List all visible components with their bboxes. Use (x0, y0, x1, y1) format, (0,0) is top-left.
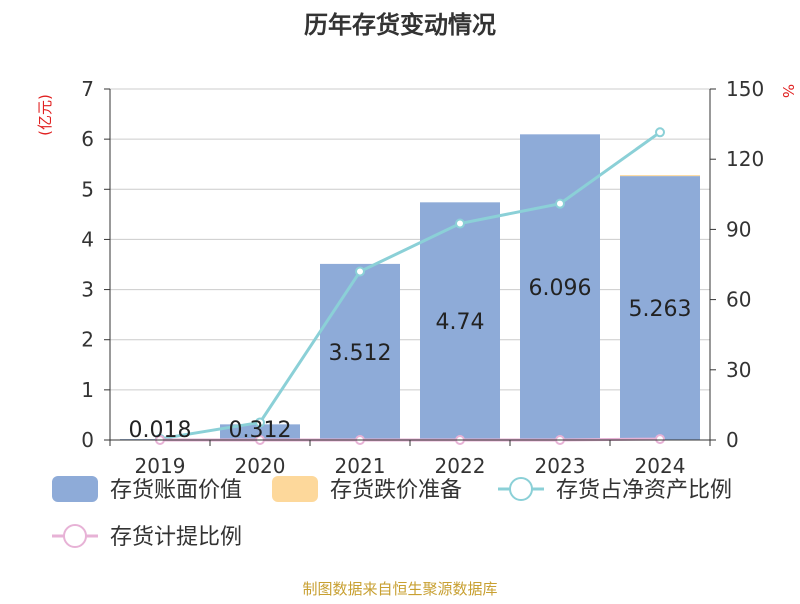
right-axis-tick-label: 0 (726, 428, 739, 452)
legend-provision-ratio-label: 存货计提比例 (110, 525, 242, 550)
bar-data-label: 5.263 (629, 297, 692, 322)
right-axis-tick-label: 120 (726, 147, 764, 171)
left-axis-tick-label: 6 (81, 127, 94, 151)
bar-book-value (220, 424, 300, 440)
x-axis-tick-label: 2020 (235, 454, 286, 478)
x-axis-tick-label: 2021 (335, 454, 386, 478)
bar-data-label: 3.512 (329, 341, 392, 366)
left-axis-tick-label: 2 (81, 328, 94, 352)
bar-book-value (320, 263, 400, 440)
right-axis-tick-label: 90 (726, 217, 751, 241)
legend-book-value-label: 存货账面价值 (110, 478, 242, 503)
left-axis-unit: (亿元) (36, 94, 54, 136)
chart-title: 历年存货变动情况 (304, 11, 496, 39)
left-axis-tick-label: 4 (81, 227, 94, 251)
right-axis-tick-label: 30 (726, 358, 751, 382)
grid-lines (110, 88, 710, 391)
bar-data-label: 0.312 (229, 418, 292, 443)
right-axis-tick-label: 60 (726, 288, 751, 312)
x-axis-tick-label: 2024 (635, 454, 686, 478)
line-net-asset-ratio-point (455, 218, 465, 229)
legend-net-asset-ratio-marker (509, 477, 533, 501)
left-axis-tick-label: 3 (81, 278, 94, 302)
line-net-asset-ratio-point (655, 127, 665, 138)
bar-impairment-reserve (620, 175, 700, 177)
line-net-asset-ratio-point (555, 198, 565, 209)
legend-impairment-reserve-swatch (272, 476, 318, 502)
x-axis-tick-label: 2019 (135, 454, 186, 478)
bar-data-label: 6.096 (529, 276, 592, 301)
x-axis-tick-label: 2022 (435, 454, 486, 478)
bar-data-label: 0.018 (129, 418, 192, 443)
axes: 0 1 2 3 4 5 6 7 0 30 60 90 120 150 2019 2020 2021 2022 202… (81, 77, 764, 478)
line-net-asset-ratio (159, 131, 661, 441)
source-note: 制图数据来自恒生聚源数据库 (302, 580, 497, 598)
line-net-asset-ratio-point (355, 266, 365, 277)
left-axis-tick-label: 1 (81, 378, 94, 402)
right-axis-unit: % (779, 84, 797, 98)
right-axis-tick-label: 150 (726, 77, 764, 101)
legend-net-asset-ratio-label: 存货占净资产比例 (556, 478, 732, 503)
line-net-asset-ratio-point (255, 417, 265, 428)
left-axis-tick-label: 7 (81, 77, 94, 101)
x-axis-tick-label: 2023 (535, 454, 586, 478)
left-axis-tick-label: 5 (81, 177, 94, 201)
bar-data-labels: 0.018 0.312 3.512 4.74 6.096 5.263 (129, 276, 692, 443)
left-axis-tick-label: 0 (81, 428, 94, 452)
bar-book-value (620, 176, 700, 440)
bar-series (120, 134, 700, 440)
legend-book-value-swatch (52, 476, 98, 502)
bar-book-value (420, 202, 500, 440)
bar-data-label: 4.74 (436, 310, 485, 335)
legend-provision-ratio-marker (63, 524, 87, 548)
legend-impairment-reserve-label: 存货跌价准备 (330, 478, 462, 503)
line-provision-ratio-point (655, 434, 665, 445)
